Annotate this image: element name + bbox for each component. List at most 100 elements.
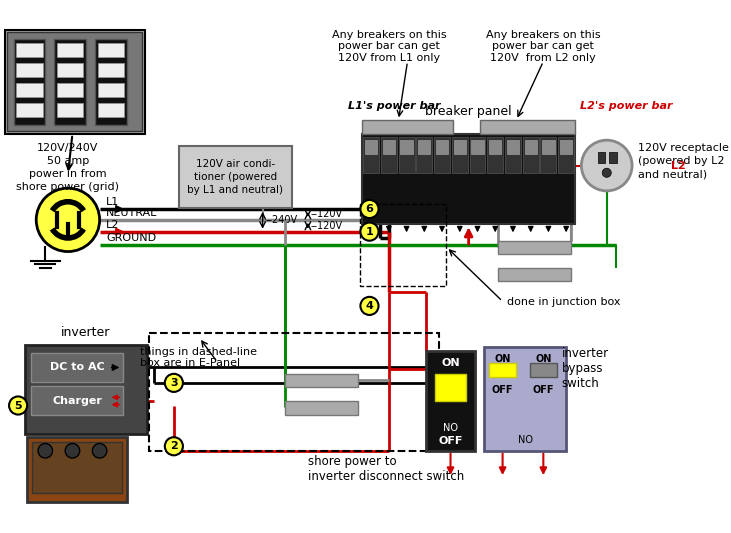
Text: NO: NO bbox=[518, 435, 533, 445]
Text: 1: 1 bbox=[366, 227, 374, 237]
Bar bbox=[471, 140, 484, 154]
Bar bbox=[488, 136, 503, 173]
FancyBboxPatch shape bbox=[26, 345, 147, 434]
Text: OFF: OFF bbox=[533, 385, 554, 394]
Bar bbox=[16, 63, 42, 77]
Text: --120V: --120V bbox=[311, 221, 343, 231]
Text: 3: 3 bbox=[170, 378, 178, 388]
Bar bbox=[98, 43, 124, 57]
Text: 2: 2 bbox=[170, 441, 178, 451]
Text: --120V: --120V bbox=[311, 209, 343, 220]
Bar bbox=[434, 136, 450, 173]
Bar bbox=[489, 140, 501, 154]
Text: 120V air condi-
tioner (powered
by L1 and neutral): 120V air condi- tioner (powered by L1 an… bbox=[187, 159, 284, 195]
Text: inverter: inverter bbox=[61, 326, 110, 340]
Bar bbox=[54, 39, 86, 125]
Text: --240V: --240V bbox=[265, 215, 298, 225]
Circle shape bbox=[360, 223, 379, 241]
Text: L1's power bar: L1's power bar bbox=[348, 101, 440, 111]
Text: L2: L2 bbox=[671, 161, 686, 171]
Text: 6: 6 bbox=[366, 204, 374, 214]
Text: L2's power bar: L2's power bar bbox=[580, 101, 672, 111]
Text: 120V/240V
50 amp
power in from
shore power (grid): 120V/240V 50 amp power in from shore pow… bbox=[16, 143, 119, 192]
Circle shape bbox=[360, 200, 379, 218]
Text: 5: 5 bbox=[15, 400, 22, 410]
Bar bbox=[418, 140, 431, 154]
Circle shape bbox=[9, 397, 27, 415]
Text: L1: L1 bbox=[106, 197, 119, 207]
Circle shape bbox=[92, 443, 107, 458]
Circle shape bbox=[164, 374, 183, 392]
Bar bbox=[436, 140, 448, 154]
Bar bbox=[417, 136, 432, 173]
Bar bbox=[98, 103, 124, 117]
Bar bbox=[381, 136, 397, 173]
Bar bbox=[454, 140, 466, 154]
Bar bbox=[498, 241, 570, 254]
Text: OFF: OFF bbox=[439, 436, 463, 446]
Bar bbox=[507, 140, 519, 154]
Bar bbox=[31, 442, 122, 494]
Bar bbox=[285, 401, 357, 415]
Bar bbox=[525, 140, 537, 154]
FancyBboxPatch shape bbox=[31, 386, 123, 415]
FancyBboxPatch shape bbox=[4, 30, 145, 134]
Circle shape bbox=[164, 437, 183, 455]
Bar bbox=[363, 136, 379, 173]
Bar bbox=[57, 103, 83, 117]
Circle shape bbox=[38, 443, 53, 458]
Circle shape bbox=[602, 168, 611, 177]
Bar bbox=[398, 136, 414, 173]
Text: L2: L2 bbox=[106, 220, 119, 230]
Bar bbox=[285, 374, 357, 387]
Bar bbox=[489, 363, 516, 376]
Text: things in dashed-line
box are in E-Panel: things in dashed-line box are in E-Panel bbox=[140, 346, 257, 368]
Bar bbox=[16, 43, 42, 57]
Circle shape bbox=[65, 443, 80, 458]
Text: 4: 4 bbox=[366, 301, 374, 311]
Bar bbox=[365, 140, 377, 154]
Bar bbox=[27, 437, 126, 503]
Text: ON: ON bbox=[442, 358, 460, 368]
Text: Any breakers on this
power bar can get
120V  from L2 only: Any breakers on this power bar can get 1… bbox=[486, 30, 601, 63]
Circle shape bbox=[581, 140, 632, 191]
Bar bbox=[505, 136, 521, 173]
Bar bbox=[530, 363, 557, 376]
FancyBboxPatch shape bbox=[179, 146, 292, 208]
Bar bbox=[498, 268, 570, 281]
Bar bbox=[480, 120, 575, 134]
Bar bbox=[469, 136, 485, 173]
Bar bbox=[16, 83, 42, 96]
Bar bbox=[435, 374, 466, 401]
Text: inverter
bypass
switch: inverter bypass switch bbox=[561, 346, 609, 390]
Text: breaker panel: breaker panel bbox=[425, 106, 512, 118]
Bar bbox=[610, 152, 617, 163]
Bar bbox=[7, 33, 142, 131]
FancyBboxPatch shape bbox=[425, 351, 475, 451]
FancyBboxPatch shape bbox=[485, 346, 566, 451]
FancyBboxPatch shape bbox=[31, 353, 123, 382]
Bar bbox=[363, 120, 452, 134]
Bar bbox=[57, 43, 83, 57]
Bar bbox=[98, 83, 124, 96]
Bar bbox=[540, 136, 556, 173]
Text: NEUTRAL: NEUTRAL bbox=[106, 208, 157, 218]
Circle shape bbox=[37, 188, 99, 252]
Text: OFF: OFF bbox=[492, 385, 513, 394]
Bar bbox=[542, 140, 555, 154]
Text: ON: ON bbox=[535, 354, 551, 364]
Text: done in junction box: done in junction box bbox=[507, 297, 621, 307]
Text: NO: NO bbox=[443, 423, 458, 433]
Text: DC to AC: DC to AC bbox=[50, 362, 105, 373]
Bar bbox=[363, 134, 575, 224]
Bar bbox=[598, 152, 605, 163]
Text: Charger: Charger bbox=[52, 396, 102, 406]
Bar bbox=[523, 136, 539, 173]
Text: 120V receptacle
(powered by L2
and neutral): 120V receptacle (powered by L2 and neutr… bbox=[638, 143, 730, 179]
Bar bbox=[98, 63, 124, 77]
Bar bbox=[401, 140, 413, 154]
Bar bbox=[16, 103, 42, 117]
Bar bbox=[558, 136, 574, 173]
Circle shape bbox=[360, 297, 379, 315]
Bar bbox=[560, 140, 572, 154]
